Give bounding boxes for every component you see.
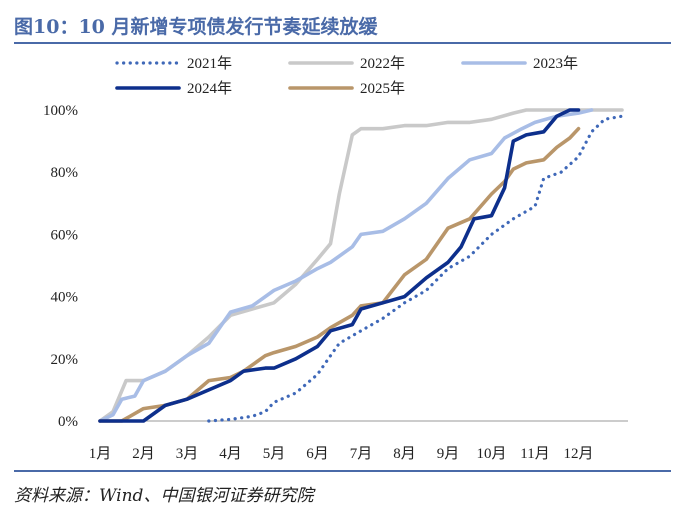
y-tick-label: 60% xyxy=(51,227,79,243)
figure-title: 图10：10 月新增专项债发行节奏延续放缓 xyxy=(14,16,378,38)
series-line-2024 xyxy=(98,108,581,423)
y-tick-label: 40% xyxy=(51,290,79,306)
series-line-2022 xyxy=(98,108,624,423)
source-rule xyxy=(14,470,671,472)
x-tick-label: 3月 xyxy=(176,446,199,462)
x-tick-label: 1月 xyxy=(89,446,112,462)
legend-label-2024: 2024年 xyxy=(187,80,232,97)
series-line-2025 xyxy=(98,126,581,423)
y-tick-label: 100% xyxy=(43,103,78,119)
series-line-2023 xyxy=(98,108,594,423)
x-tick-label: 10月 xyxy=(476,446,506,462)
axes: 0% 20% 40% 60% 80% 100% 1月 2月 3月 4月 5月 6月 7月 8月 9月 10月 1… xyxy=(43,103,628,462)
y-tick-label: 0% xyxy=(58,414,78,430)
x-tick-label: 11月 xyxy=(520,446,549,462)
legend-label-2021: 2021年 xyxy=(187,55,232,72)
x-tick-label: 8月 xyxy=(393,446,416,462)
line-chart: 2021年 2022年 2023年 2024年 2025年 0% 20% 40% 60% 80%… xyxy=(43,55,628,462)
x-tick-label: 4月 xyxy=(219,446,242,462)
legend-label-2022: 2022年 xyxy=(360,55,405,72)
series-line-2021 xyxy=(207,114,624,423)
x-tick-label: 5月 xyxy=(263,446,286,462)
legend-label-2025: 2025年 xyxy=(360,80,405,97)
legend: 2021年 2022年 2023年 2024年 2025年 xyxy=(115,55,578,97)
x-tick-label: 12月 xyxy=(563,446,593,462)
y-tick-label: 20% xyxy=(51,352,79,368)
legend-label-2023: 2023年 xyxy=(533,55,578,72)
x-tick-label: 2月 xyxy=(132,446,155,462)
y-tick-label: 80% xyxy=(51,165,79,181)
title-rule xyxy=(14,42,671,44)
series-lines xyxy=(98,108,624,423)
x-tick-label: 7月 xyxy=(350,446,373,462)
source-note: 资料来源：Wind、中国银河证券研究院 xyxy=(14,486,314,506)
x-tick-label: 9月 xyxy=(437,446,460,462)
x-tick-label: 6月 xyxy=(306,446,329,462)
